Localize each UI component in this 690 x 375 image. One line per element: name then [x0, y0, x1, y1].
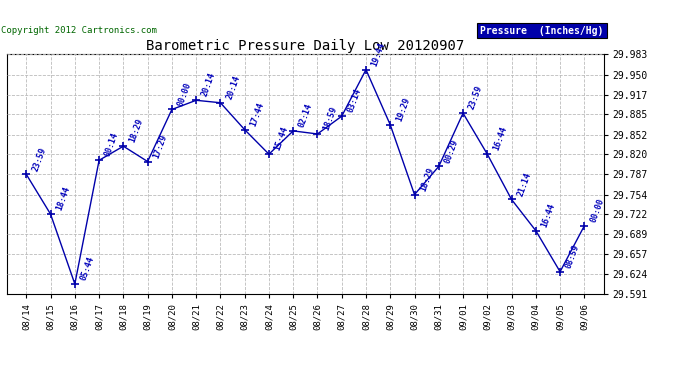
Text: 20:14: 20:14: [224, 74, 241, 100]
Text: 08:59: 08:59: [564, 243, 581, 270]
Text: Pressure  (Inches/Hg): Pressure (Inches/Hg): [480, 26, 604, 36]
Text: 03:14: 03:14: [346, 87, 363, 114]
Text: 19:44: 19:44: [370, 41, 387, 68]
Text: 20:14: 20:14: [200, 72, 217, 98]
Text: 18:44: 18:44: [55, 185, 72, 212]
Text: 16:44: 16:44: [491, 125, 509, 152]
Text: 00:00: 00:00: [589, 197, 606, 223]
Text: 16:44: 16:44: [540, 202, 557, 228]
Text: 15:44: 15:44: [273, 125, 290, 152]
Text: 02:14: 02:14: [297, 102, 315, 129]
Text: 19:29: 19:29: [395, 96, 411, 123]
Text: 18:59: 18:59: [322, 105, 339, 132]
Text: 21:14: 21:14: [515, 171, 533, 197]
Text: 18:29: 18:29: [128, 117, 144, 144]
Text: 18:29: 18:29: [419, 166, 435, 192]
Text: 23:59: 23:59: [467, 84, 484, 111]
Text: 00:14: 00:14: [104, 132, 120, 158]
Text: 00:00: 00:00: [176, 81, 193, 107]
Text: 17:29: 17:29: [152, 133, 169, 159]
Text: 17:44: 17:44: [249, 101, 266, 128]
Text: Copyright 2012 Cartronics.com: Copyright 2012 Cartronics.com: [1, 26, 157, 34]
Text: 05:44: 05:44: [79, 255, 96, 282]
Text: 00:29: 00:29: [443, 138, 460, 164]
Title: Barometric Pressure Daily Low 20120907: Barometric Pressure Daily Low 20120907: [146, 39, 464, 53]
Text: 23:59: 23:59: [30, 146, 48, 172]
